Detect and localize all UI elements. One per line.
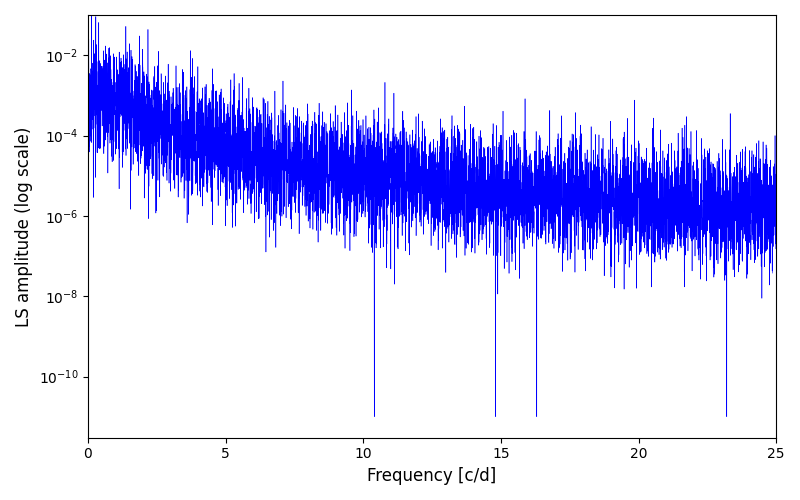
X-axis label: Frequency [c/d]: Frequency [c/d] [367, 467, 497, 485]
Y-axis label: LS amplitude (log scale): LS amplitude (log scale) [15, 126, 33, 326]
